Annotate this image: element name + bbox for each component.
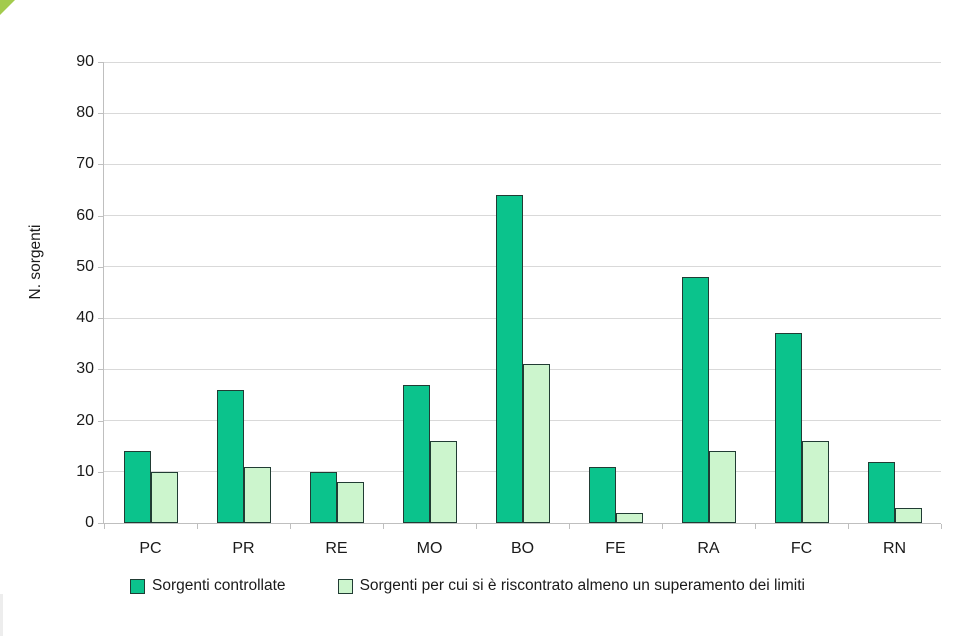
legend-item-controllate: Sorgenti controllate	[130, 577, 286, 595]
chart-legend: Sorgenti controllate Sorgenti per cui si …	[130, 577, 805, 595]
bar-superamento-FC	[801, 441, 829, 523]
y-tick-label-0: 0	[85, 514, 94, 531]
bar-superamento-RA	[708, 451, 736, 523]
bar-controllate-RE	[309, 471, 337, 523]
bar-controllate-RA	[681, 277, 709, 523]
gridline-y-90	[104, 61, 941, 63]
bar-controllate-FE	[588, 466, 616, 523]
bar-superamento-RE	[336, 482, 364, 523]
legend-swatch-superamento	[337, 578, 353, 594]
bar-superamento-MO	[429, 441, 457, 523]
x-tick-label-RE: RE	[325, 540, 348, 557]
x-tick-label-FE: FE	[605, 540, 626, 557]
gridline-y-70	[104, 163, 941, 165]
x-tick-label-PR: PR	[232, 540, 255, 557]
x-tick-mark-1	[197, 524, 198, 529]
y-tick-mark-60	[98, 215, 103, 217]
y-tick-mark-90	[98, 62, 103, 63]
bar-superamento-BO	[522, 364, 550, 523]
bar-controllate-RN	[867, 461, 895, 523]
bar-controllate-PC	[123, 451, 151, 523]
y-tick-mark-10	[98, 471, 103, 473]
bar-controllate-PR	[216, 389, 244, 523]
page-corner-decoration	[0, 0, 15, 15]
y-tick-label-40: 40	[76, 309, 94, 327]
y-tick-label-30: 30	[76, 360, 94, 378]
x-tick-mark-3	[383, 524, 384, 529]
y-tick-mark-40	[98, 318, 103, 320]
y-tick-label-90: 90	[76, 53, 94, 70]
y-tick-label-60: 60	[76, 206, 94, 224]
gridline-y-60	[104, 215, 941, 217]
x-tick-label-PC: PC	[139, 540, 162, 557]
x-axis-line	[104, 523, 941, 524]
x-tick-mark-8	[848, 524, 849, 529]
x-tick-mark-4	[476, 524, 477, 529]
gridline-y-40	[104, 317, 941, 319]
x-tick-mark-9	[941, 524, 942, 529]
legend-label-superamento: Sorgenti per cui si è riscontrato almeno…	[359, 577, 805, 594]
bar-superamento-PC	[150, 471, 178, 523]
y-tick-mark-70	[98, 164, 103, 166]
y-axis-line	[103, 62, 104, 524]
bar-superamento-FE	[615, 512, 643, 523]
bar-superamento-RN	[894, 507, 922, 523]
y-tick-label-10: 10	[76, 462, 94, 480]
gridline-y-50	[104, 266, 941, 268]
bar-controllate-FC	[774, 333, 802, 523]
x-tick-label-RN: RN	[882, 540, 907, 557]
legend-item-superamento: Sorgenti per cui si è riscontrato almeno…	[337, 577, 805, 595]
y-tick-label-80: 80	[76, 104, 94, 122]
gridline-y-80	[104, 112, 941, 114]
y-tick-mark-50	[98, 266, 103, 268]
bar-controllate-BO	[495, 195, 523, 523]
x-tick-label-MO: MO	[416, 540, 443, 557]
y-tick-label-70: 70	[76, 155, 94, 173]
y-tick-mark-80	[98, 113, 103, 115]
x-tick-mark-6	[662, 524, 663, 529]
y-tick-label-20: 20	[76, 411, 94, 429]
x-tick-mark-2	[290, 524, 291, 529]
y-tick-mark-20	[98, 420, 103, 422]
x-tick-label-BO: BO	[510, 540, 535, 557]
y-tick-mark-0	[98, 523, 103, 524]
plot-area: 0 10 20 30 40 50 60 70 80 90 PC PR RE MO BO FE RA FC RN	[76, 53, 942, 557]
page-edge-artifact	[0, 594, 3, 636]
x-tick-mark-7	[755, 524, 756, 529]
y-tick-mark-30	[98, 369, 103, 371]
x-tick-mark-0	[104, 524, 105, 529]
bar-controllate-MO	[402, 384, 430, 523]
x-tick-mark-5	[569, 524, 570, 529]
y-axis-title: N. sorgenti	[27, 224, 44, 300]
x-tick-label-FC: FC	[790, 540, 813, 557]
y-tick-label-50: 50	[76, 257, 94, 275]
bar-superamento-PR	[243, 466, 271, 523]
legend-swatch-controllate	[130, 578, 145, 594]
legend-label-controllate: Sorgenti controllate	[152, 577, 286, 594]
x-tick-label-RA: RA	[697, 540, 720, 557]
